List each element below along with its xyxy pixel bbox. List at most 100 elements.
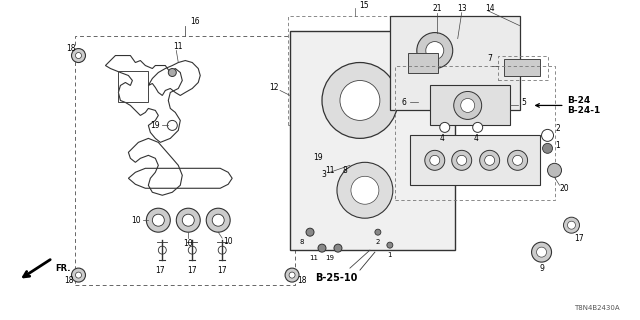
Circle shape (452, 150, 472, 170)
Circle shape (76, 52, 81, 59)
Circle shape (72, 268, 86, 282)
Circle shape (536, 247, 547, 257)
Circle shape (563, 217, 579, 233)
Circle shape (568, 221, 575, 229)
Circle shape (548, 163, 561, 177)
Circle shape (212, 214, 224, 226)
Circle shape (76, 272, 81, 278)
Text: 11: 11 (325, 166, 335, 175)
Circle shape (176, 208, 200, 232)
Circle shape (484, 155, 495, 165)
Bar (295, 51, 328, 66)
Text: 18: 18 (66, 44, 76, 53)
Text: 18: 18 (64, 276, 73, 284)
Circle shape (158, 246, 166, 254)
Circle shape (387, 242, 393, 248)
Circle shape (366, 34, 410, 77)
Bar (408, 52, 438, 73)
Bar (430, 85, 509, 125)
Text: 9: 9 (539, 264, 544, 273)
Circle shape (340, 153, 350, 163)
Circle shape (508, 150, 527, 170)
Bar (118, 70, 148, 102)
Circle shape (182, 214, 195, 226)
Bar (395, 66, 554, 200)
Bar (288, 16, 452, 125)
Circle shape (543, 143, 552, 153)
Circle shape (454, 92, 482, 119)
Circle shape (334, 244, 342, 252)
Bar (76, 36, 295, 285)
Bar (390, 16, 520, 110)
Text: 7: 7 (487, 54, 492, 63)
Circle shape (473, 123, 483, 132)
Circle shape (479, 150, 500, 170)
Text: T8N4B2430A: T8N4B2430A (574, 305, 620, 311)
Bar (504, 59, 540, 76)
Text: 17: 17 (575, 234, 584, 243)
Text: 3: 3 (321, 170, 326, 179)
Circle shape (430, 155, 440, 165)
Text: 17: 17 (188, 266, 197, 275)
Text: 2: 2 (555, 124, 560, 133)
Circle shape (541, 129, 554, 141)
Text: 8: 8 (342, 166, 348, 175)
Text: B-24
B-24-1: B-24 B-24-1 (536, 96, 601, 115)
Text: 18: 18 (298, 276, 307, 284)
Text: 19: 19 (150, 121, 160, 130)
Text: 21: 21 (432, 4, 442, 13)
Text: 20: 20 (560, 184, 570, 193)
Circle shape (206, 208, 230, 232)
Text: 5: 5 (521, 98, 526, 107)
Circle shape (325, 153, 335, 163)
Text: 13: 13 (457, 4, 467, 13)
Text: B-25-10: B-25-10 (315, 273, 357, 283)
Circle shape (375, 229, 381, 235)
Circle shape (322, 62, 398, 138)
Circle shape (457, 155, 467, 165)
Text: 11: 11 (173, 42, 183, 51)
Text: 1: 1 (388, 252, 392, 258)
Text: 11: 11 (310, 255, 319, 261)
Circle shape (340, 81, 380, 120)
Circle shape (337, 162, 393, 218)
Circle shape (426, 42, 444, 60)
Circle shape (417, 33, 452, 68)
Text: 4: 4 (473, 134, 478, 143)
Circle shape (218, 246, 226, 254)
Circle shape (147, 208, 170, 232)
Circle shape (167, 120, 177, 130)
Bar (290, 31, 455, 250)
Text: 8: 8 (300, 239, 304, 245)
Circle shape (513, 155, 523, 165)
Circle shape (285, 268, 299, 282)
Text: 16: 16 (191, 17, 200, 26)
Circle shape (351, 176, 379, 204)
Circle shape (188, 246, 196, 254)
Circle shape (532, 242, 552, 262)
Circle shape (168, 68, 176, 76)
Text: 17: 17 (156, 266, 165, 275)
Circle shape (306, 228, 314, 236)
Text: FR.: FR. (56, 264, 71, 273)
Circle shape (461, 99, 475, 112)
Text: 6: 6 (401, 98, 406, 107)
Text: 1: 1 (555, 141, 560, 150)
Text: 4: 4 (439, 134, 444, 143)
Circle shape (313, 140, 323, 150)
Bar (498, 56, 548, 81)
Circle shape (289, 272, 295, 278)
Circle shape (152, 214, 164, 226)
Circle shape (72, 49, 86, 62)
Text: 12: 12 (269, 83, 279, 92)
Text: 14: 14 (485, 4, 495, 13)
Circle shape (425, 150, 445, 170)
Text: 17: 17 (218, 266, 227, 275)
Text: 10: 10 (223, 237, 233, 246)
Circle shape (372, 40, 404, 71)
Text: 10: 10 (132, 216, 141, 225)
Text: 19: 19 (313, 153, 323, 162)
Text: 15: 15 (359, 1, 369, 10)
Text: 2: 2 (376, 239, 380, 245)
Circle shape (440, 123, 450, 132)
